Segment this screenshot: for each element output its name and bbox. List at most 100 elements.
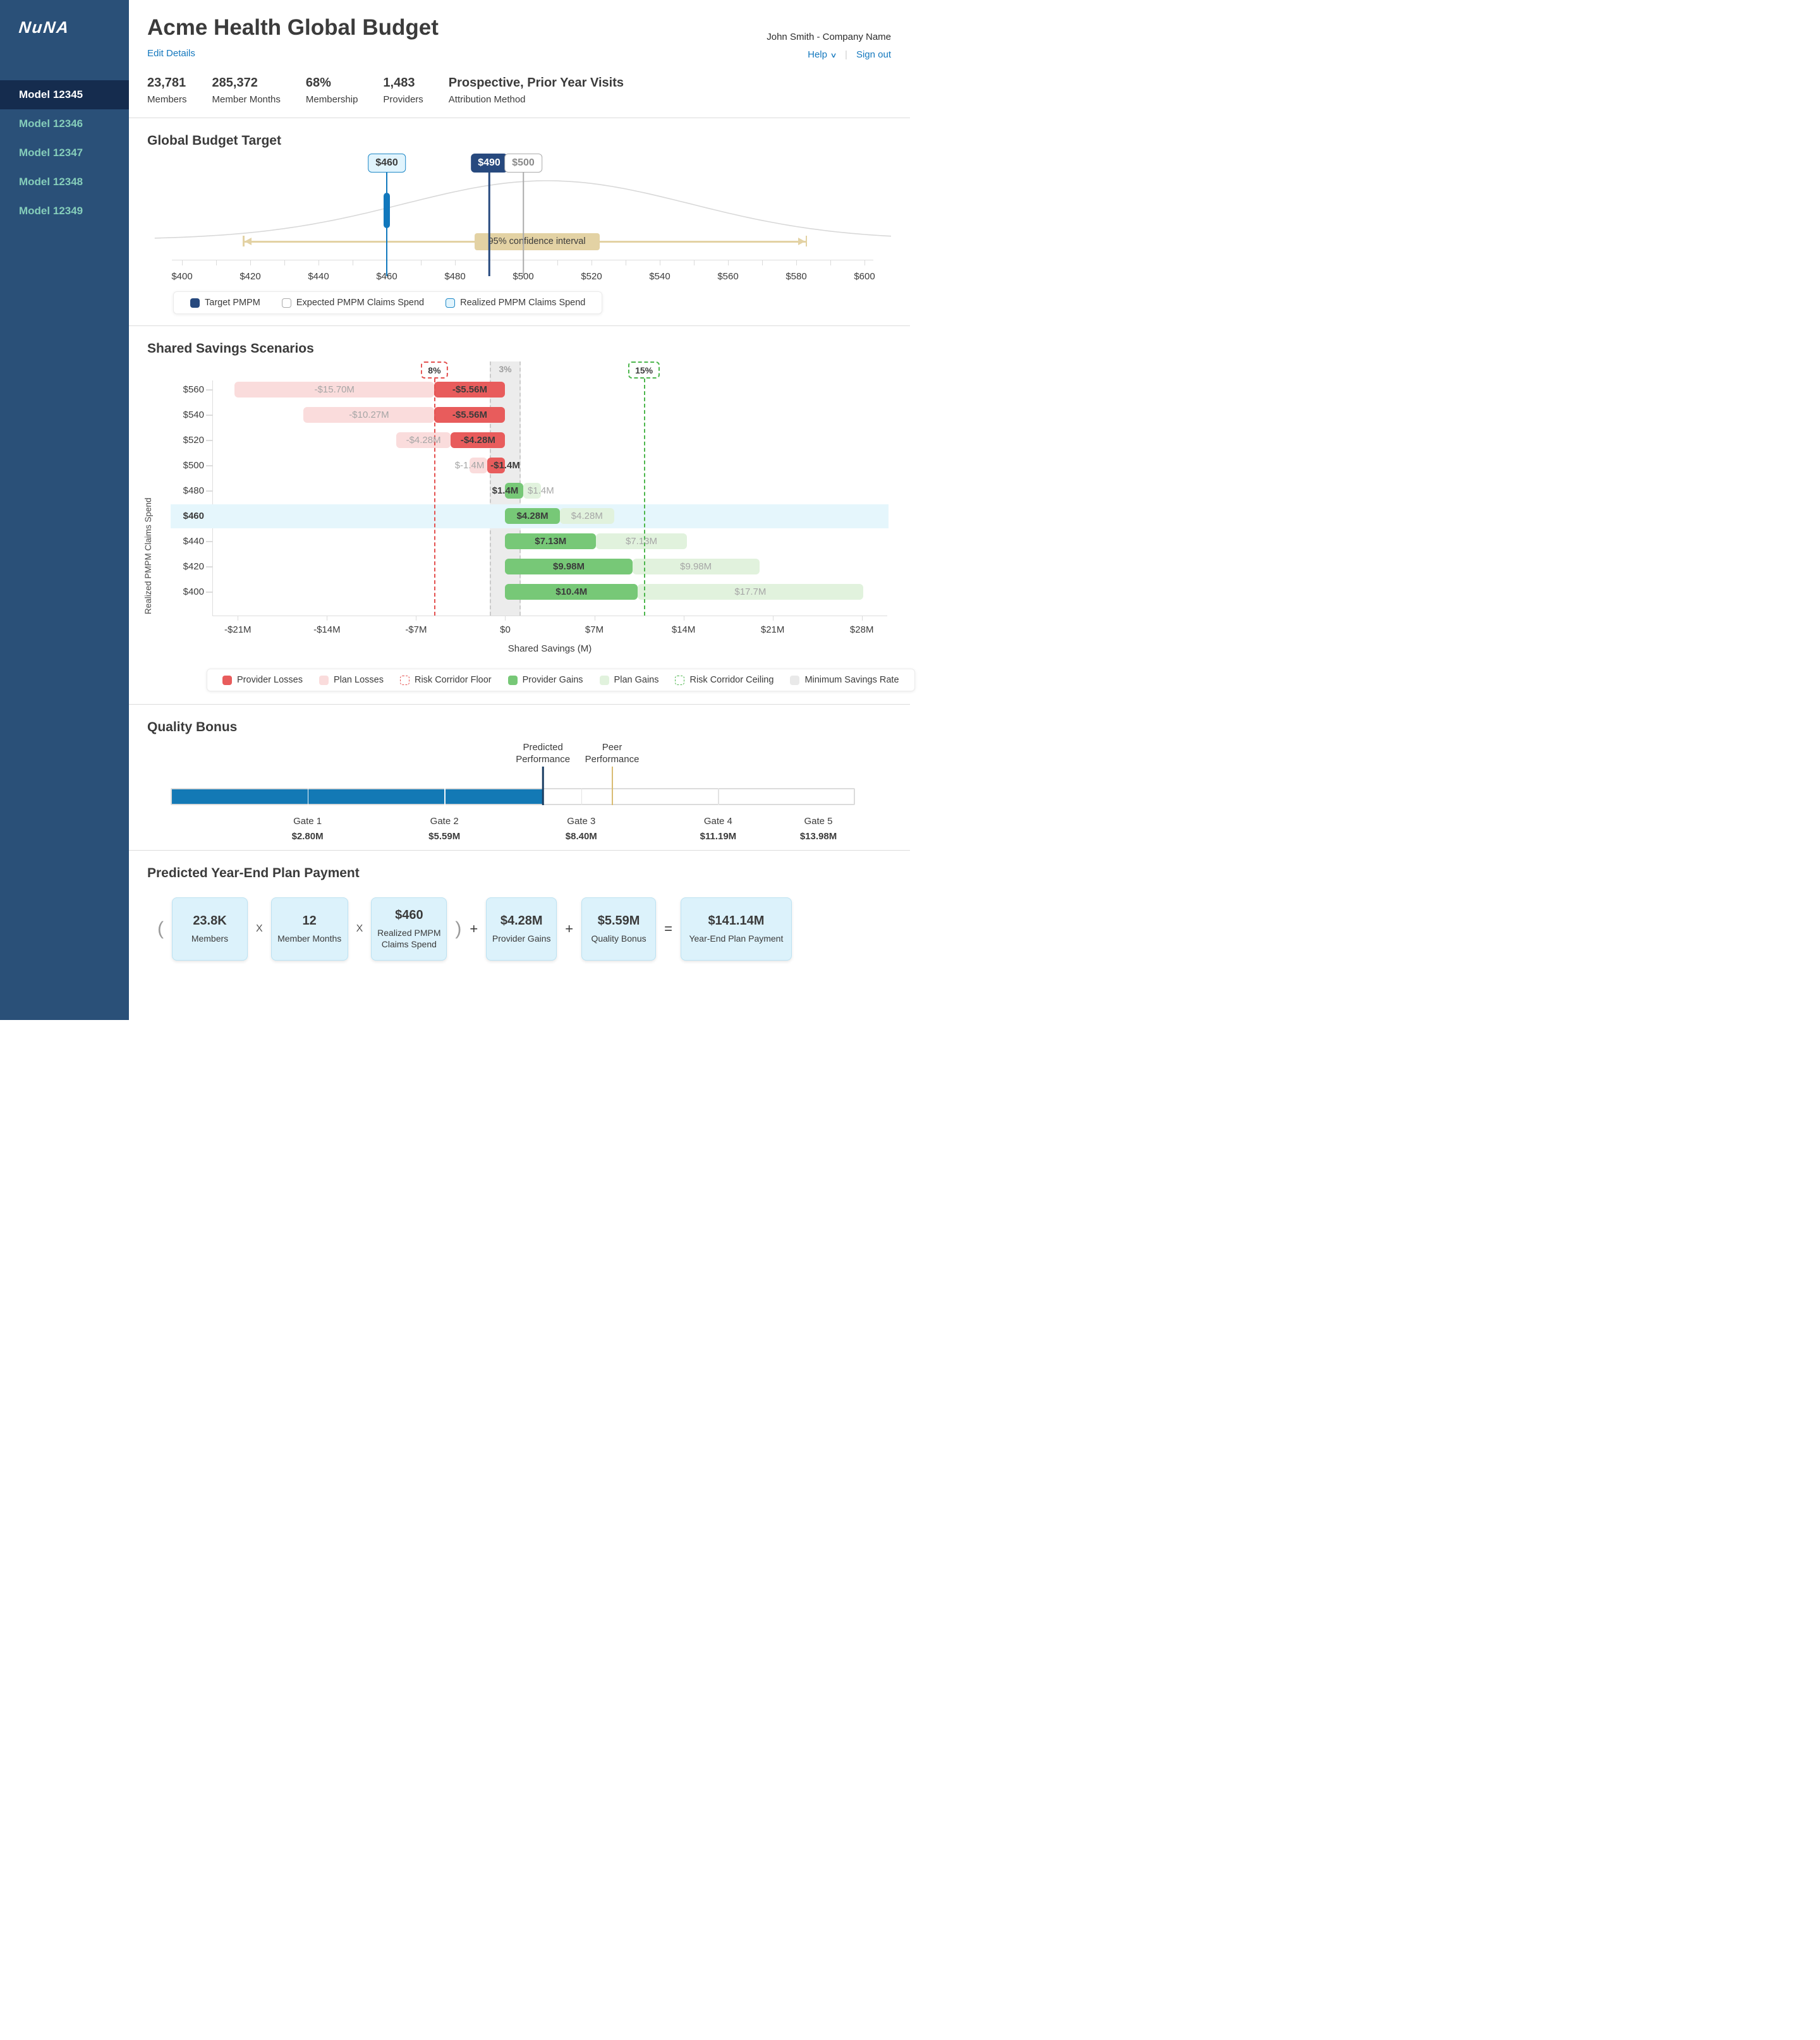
- quality-bonus-track: [171, 788, 855, 805]
- gate-label-gate-2: Gate 2 $5.59M: [428, 816, 460, 842]
- stat-member-months: 285,372 Member Months: [212, 76, 281, 105]
- section-title-global-budget: Global Budget Target: [147, 133, 281, 148]
- plan-loss-bar: [470, 458, 488, 473]
- gate-value: $2.80M: [291, 831, 324, 842]
- gate-label-gate-3: Gate 3 $8.40M: [566, 816, 597, 842]
- y-axis-label: $520: [183, 435, 204, 446]
- provider-gain-bar: [505, 584, 638, 600]
- plus-operator: +: [470, 921, 478, 937]
- legend-label: Expected PMPM Claims Spend: [296, 298, 425, 308]
- gate-value: $5.59M: [428, 831, 461, 842]
- edit-details-link[interactable]: Edit Details: [147, 48, 195, 59]
- legend-item-expected-pmpm-claims-spend: Expected PMPM Claims Spend: [281, 298, 425, 308]
- risk-corridor-floor-label: 8%: [421, 361, 448, 379]
- plan-gain-bar: [596, 533, 687, 549]
- bar-value-label: -$5.56M: [452, 410, 487, 420]
- plan-loss-swatch-icon: [318, 675, 329, 685]
- x-axis-tick: [421, 260, 422, 265]
- stat-membership: 68% Membership: [306, 76, 358, 105]
- section-title-quality-bonus: Quality Bonus: [147, 720, 238, 734]
- legend-item-provider-gains: Provider Gains: [507, 675, 583, 685]
- section-title-shared-savings: Shared Savings Scenarios: [147, 341, 314, 356]
- legend-item-minimum-savings-rate: Minimum Savings Rate: [790, 675, 899, 685]
- gate-name: Gate 3: [567, 816, 596, 827]
- bar-value-label: $4.28M: [516, 511, 549, 521]
- x-axis-tick: [505, 616, 506, 621]
- risk-corridor-ceiling-label: 15%: [628, 361, 660, 379]
- legend-label: Minimum Savings Rate: [804, 675, 899, 685]
- provider-loss-bar: [487, 458, 506, 473]
- signout-link[interactable]: Sign out: [856, 49, 891, 60]
- global-budget-chart: $400 $420 $440 $460 $480 $500 $520 $540 $560 $580…: [147, 154, 891, 288]
- expected-marker-chip[interactable]: $500: [504, 154, 542, 173]
- provider-gain-bar: [505, 559, 633, 574]
- legend-item-target-pmpm: Target PMPM: [190, 298, 260, 308]
- sidebar-item-model-12347[interactable]: Model 12347: [19, 147, 83, 159]
- sidebar-item-model-12349[interactable]: Model 12349: [19, 205, 83, 217]
- y-axis-label: $480: [183, 485, 204, 496]
- legend-item-realized-pmpm-claims-spend: Realized PMPM Claims Spend: [446, 298, 585, 308]
- bar-value-label: -$15.70M: [314, 384, 355, 395]
- x-axis-tick: [830, 260, 831, 265]
- help-menu[interactable]: Help ∨: [808, 49, 837, 60]
- close-paren: ): [455, 918, 462, 939]
- stat-members: 23,781 Members: [147, 76, 187, 105]
- x-axis-tick: [182, 260, 183, 265]
- page-title: Acme Health Global Budget: [147, 15, 439, 40]
- gate-divider: [581, 788, 583, 805]
- sidebar-item-model-12345[interactable]: Model 12345: [0, 80, 129, 109]
- x-tick-label: $520: [581, 271, 602, 282]
- y-axis-tick: [206, 490, 213, 492]
- arrow-right-icon: [798, 237, 806, 245]
- budget-legend: Target PMPM Expected PMPM Claims Spend Rea…: [173, 291, 603, 314]
- legend-label: Risk Corridor Ceiling: [689, 675, 774, 685]
- bar-value-label: -$1.4M: [490, 460, 520, 471]
- y-axis-label: $460: [183, 511, 204, 521]
- sidebar-item-model-12348[interactable]: Model 12348: [19, 176, 83, 188]
- confidence-interval-cap: [805, 236, 808, 246]
- target-marker-chip[interactable]: $490: [471, 154, 507, 173]
- y-axis-tick: [206, 592, 213, 593]
- predicted-performance-label: Predicted Performance: [516, 742, 571, 765]
- bar-value-label: $-1.4M: [454, 460, 485, 471]
- gate-name: Gate 2: [430, 816, 459, 827]
- provider-gain-bar: [505, 533, 597, 549]
- sidebar-item-model-12346[interactable]: Model 12346: [19, 118, 83, 130]
- legend-item-plan-losses: Plan Losses: [318, 675, 384, 685]
- term-value: $5.59M: [597, 913, 640, 928]
- y-axis-tick: [206, 541, 213, 542]
- gate-value: $8.40M: [565, 831, 597, 842]
- provider-loss-bar: [434, 382, 506, 398]
- plan-gain-swatch-icon: [599, 675, 609, 685]
- section-separator: [129, 850, 910, 851]
- payment-formula: (23.8K Members X 12 Member Months X $460 Realiz…: [157, 897, 891, 961]
- formula-term-quality-bonus: $5.59M Quality Bonus: [581, 897, 657, 961]
- stat-label: Providers: [383, 94, 423, 105]
- sidebar: NuNA Model 12345 Model 12346 Model 12347 Mo…: [0, 0, 129, 1020]
- plan-gain-bar: [559, 508, 614, 524]
- term-label: Provider Gains: [492, 933, 551, 944]
- shared-savings-chart: Realized PMPM Claims Spend -$21M -$14M -$7M…: [143, 361, 891, 660]
- bar-value-label: -$5.56M: [452, 384, 487, 395]
- legend-label: Provider Losses: [237, 675, 303, 685]
- y-axis-tick: [206, 566, 213, 568]
- x-tick-label: $7M: [585, 624, 604, 635]
- realized-marker-chip[interactable]: $460: [368, 154, 406, 173]
- provider-loss-bar: [434, 407, 506, 423]
- bar-value-label: $9.98M: [552, 561, 585, 572]
- x-axis-tick: [694, 260, 695, 265]
- spend-distribution-curve: [154, 180, 891, 239]
- realized-drag-handle[interactable]: [384, 193, 390, 228]
- gate-divider: [718, 788, 719, 805]
- equals-operator: =: [664, 921, 672, 937]
- chevron-down-icon: ∨: [830, 52, 837, 59]
- plus-operator: +: [565, 921, 574, 937]
- formula-term-members: 23.8K Members: [172, 897, 248, 961]
- stats-row: 23,781 Members 285,372 Member Months 68% Memb…: [147, 76, 891, 118]
- min-savings-swatch-icon: [790, 675, 800, 685]
- expected-swatch-icon: [281, 298, 291, 308]
- gate-label-gate-5: Gate 5 $13.98M: [800, 816, 837, 842]
- legend-label: Plan Losses: [333, 675, 384, 685]
- x-tick-label: $14M: [671, 624, 696, 635]
- x-tick-label: $500: [513, 271, 534, 282]
